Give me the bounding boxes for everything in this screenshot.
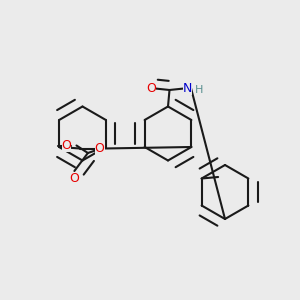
Text: O: O xyxy=(147,82,156,95)
Text: N: N xyxy=(183,82,192,95)
Text: O: O xyxy=(69,172,79,185)
Text: O: O xyxy=(95,142,105,155)
Text: H: H xyxy=(195,85,203,95)
Text: O: O xyxy=(61,139,71,152)
